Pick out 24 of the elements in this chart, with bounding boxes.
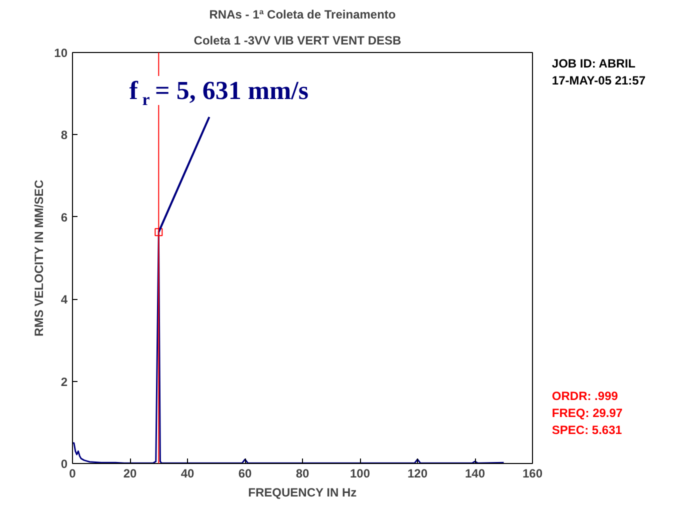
x-axis-title: FREQUENCY IN Hz <box>248 486 357 500</box>
y-tick-label: 2 <box>60 374 68 389</box>
x-tick-label: 80 <box>296 466 310 480</box>
x-tick-label: 140 <box>464 466 486 480</box>
y-tick-label: 6 <box>60 210 68 224</box>
text: ORDR: .999 <box>552 389 618 404</box>
y-tick-label: 10 <box>54 46 68 60</box>
y-tick-label: 8 <box>60 128 68 142</box>
text: SPEC: 5.631 <box>552 422 622 437</box>
x-tick-label: 20 <box>123 466 137 480</box>
y-tick-label: 4 <box>60 292 68 307</box>
y-tick-label: 0 <box>60 457 68 471</box>
x-tick-label: 100 <box>350 466 370 480</box>
x-tick-label: 40 <box>180 466 194 480</box>
chart-subtitle: Coleta 1 -3VV VIB VERT VENT DESB <box>194 34 402 48</box>
x-tick-label: 60 <box>238 466 252 480</box>
chart-title: RNAs - 1ª Coleta de Treinamento <box>209 8 396 22</box>
x-tick-label: 160 <box>522 466 543 480</box>
x-tick-label: 0 <box>69 466 76 480</box>
text: 17-MAY-05 21:57 <box>552 74 646 88</box>
y-axis-title: RMS VELOCITY IN MM/SEC <box>32 180 46 336</box>
text: FREQ: 29.97 <box>552 406 623 420</box>
x-tick-label: 120 <box>407 466 428 480</box>
text: JOB ID: ABRIL <box>552 56 636 71</box>
